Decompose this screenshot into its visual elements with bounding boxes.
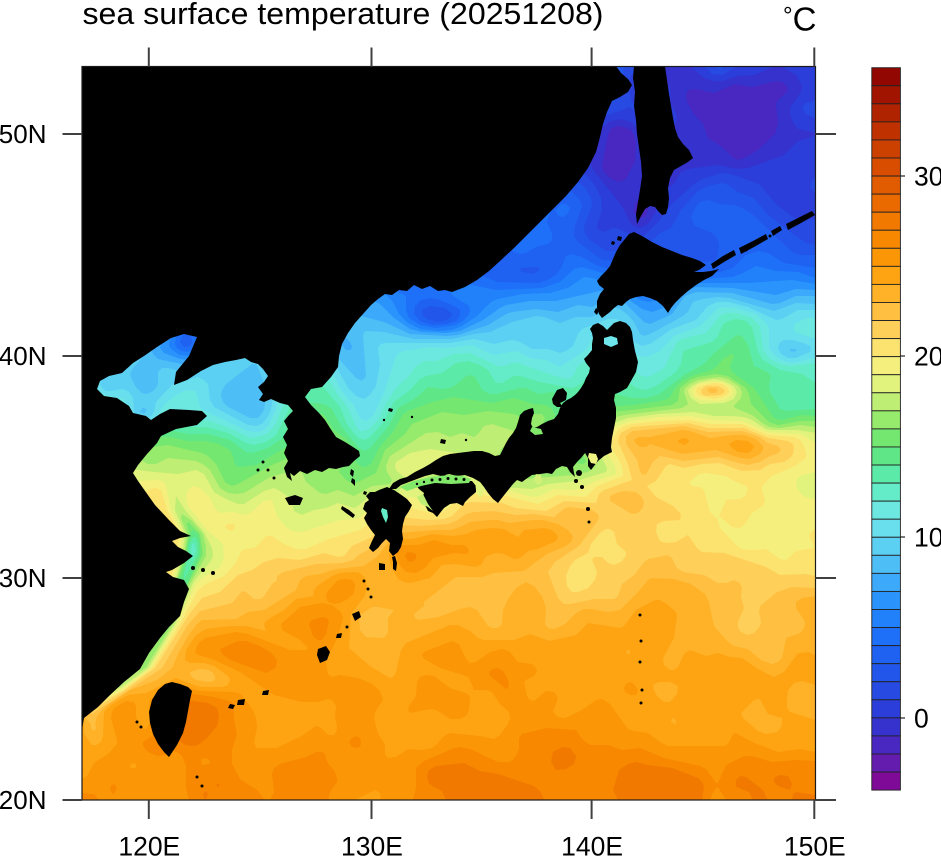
svg-text:30: 30	[914, 162, 941, 192]
svg-text:20: 20	[914, 342, 941, 372]
svg-text:20N: 20N	[0, 785, 47, 815]
svg-text:140E: 140E	[561, 831, 623, 858]
svg-text:30N: 30N	[0, 563, 47, 593]
svg-text:10: 10	[914, 523, 941, 553]
svg-text:0: 0	[914, 704, 929, 734]
svg-text:130E: 130E	[341, 831, 403, 858]
svg-text:150E: 150E	[784, 831, 846, 858]
svg-text:sea surface temperature (20251: sea surface temperature (20251208)	[83, 0, 604, 31]
svg-text:40N: 40N	[0, 341, 47, 371]
svg-text:°C: °C	[783, 1, 816, 38]
svg-text:120E: 120E	[118, 831, 180, 858]
svg-text:50N: 50N	[0, 119, 47, 149]
